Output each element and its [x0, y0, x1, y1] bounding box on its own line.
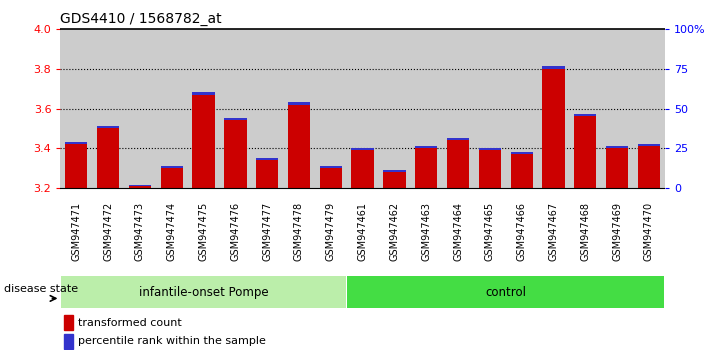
- Bar: [65, 144, 87, 188]
- Bar: [638, 144, 660, 147]
- Bar: [347, 29, 378, 188]
- Text: GSM947472: GSM947472: [103, 202, 113, 261]
- Bar: [574, 116, 597, 188]
- Bar: [570, 29, 602, 188]
- Text: disease state: disease state: [4, 284, 77, 293]
- Bar: [193, 95, 215, 188]
- Bar: [320, 169, 342, 188]
- Bar: [193, 92, 215, 95]
- Bar: [60, 29, 92, 188]
- Bar: [383, 172, 405, 188]
- Bar: [64, 315, 73, 330]
- Bar: [224, 118, 247, 120]
- Bar: [220, 29, 251, 188]
- Text: infantile-onset Pompe: infantile-onset Pompe: [139, 286, 268, 298]
- Bar: [479, 148, 501, 150]
- Bar: [538, 29, 570, 188]
- Text: control: control: [485, 286, 526, 298]
- Text: GSM947470: GSM947470: [644, 202, 654, 261]
- Bar: [479, 150, 501, 188]
- Text: GSM947477: GSM947477: [262, 202, 272, 261]
- Bar: [288, 102, 310, 104]
- Bar: [348, 276, 664, 308]
- Text: GSM947462: GSM947462: [390, 202, 400, 261]
- Bar: [606, 146, 629, 148]
- Text: GSM947464: GSM947464: [453, 202, 463, 261]
- Bar: [320, 166, 342, 169]
- Bar: [283, 29, 315, 188]
- Text: GSM947471: GSM947471: [71, 202, 81, 261]
- Text: transformed count: transformed count: [78, 318, 182, 328]
- Text: GSM947478: GSM947478: [294, 202, 304, 261]
- Text: GSM947463: GSM947463: [421, 202, 432, 261]
- Bar: [633, 29, 665, 188]
- Text: GSM947469: GSM947469: [612, 202, 622, 261]
- Bar: [542, 69, 565, 188]
- Bar: [129, 185, 151, 186]
- Bar: [315, 29, 347, 188]
- Bar: [188, 29, 220, 188]
- Bar: [474, 29, 506, 188]
- Bar: [415, 146, 437, 148]
- Bar: [378, 29, 410, 188]
- Bar: [510, 154, 533, 188]
- Bar: [415, 148, 437, 188]
- Bar: [442, 29, 474, 188]
- Text: percentile rank within the sample: percentile rank within the sample: [78, 336, 266, 346]
- Text: GSM947473: GSM947473: [135, 202, 145, 261]
- Bar: [410, 29, 442, 188]
- Bar: [256, 160, 278, 188]
- Bar: [97, 126, 119, 129]
- Bar: [97, 129, 119, 188]
- Text: GDS4410 / 1568782_at: GDS4410 / 1568782_at: [60, 12, 222, 25]
- Bar: [161, 166, 183, 169]
- Bar: [65, 142, 87, 144]
- Text: GSM947475: GSM947475: [198, 202, 208, 261]
- Bar: [92, 29, 124, 188]
- Bar: [124, 29, 156, 188]
- Text: GSM947465: GSM947465: [485, 202, 495, 261]
- Bar: [542, 66, 565, 69]
- Bar: [447, 141, 469, 188]
- Text: GSM947474: GSM947474: [167, 202, 177, 261]
- Bar: [251, 29, 283, 188]
- Bar: [224, 120, 247, 188]
- Text: GSM947479: GSM947479: [326, 202, 336, 261]
- Text: GSM947466: GSM947466: [517, 202, 527, 261]
- Bar: [606, 148, 629, 188]
- Bar: [447, 138, 469, 141]
- Bar: [351, 150, 374, 188]
- Bar: [638, 147, 660, 188]
- Bar: [506, 29, 538, 188]
- Text: GSM947468: GSM947468: [580, 202, 590, 261]
- Bar: [383, 170, 405, 172]
- Bar: [602, 29, 633, 188]
- Bar: [129, 186, 151, 188]
- Bar: [256, 158, 278, 160]
- Bar: [351, 148, 374, 150]
- Text: GSM947461: GSM947461: [358, 202, 368, 261]
- Text: GSM947476: GSM947476: [230, 202, 240, 261]
- Bar: [510, 152, 533, 154]
- Text: GSM947467: GSM947467: [548, 202, 558, 261]
- Bar: [61, 276, 346, 308]
- Bar: [574, 114, 597, 116]
- Bar: [288, 104, 310, 188]
- Bar: [161, 169, 183, 188]
- Bar: [156, 29, 188, 188]
- Bar: [64, 334, 73, 348]
